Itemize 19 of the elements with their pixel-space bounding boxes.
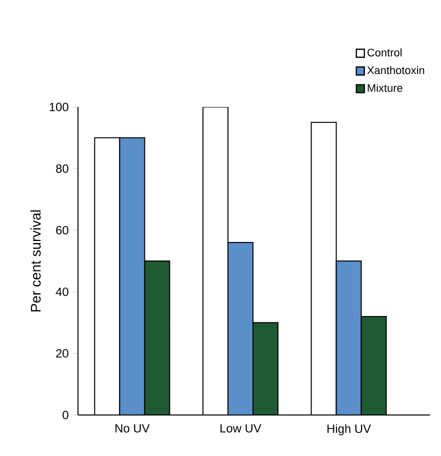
bar: [228, 242, 253, 415]
y-tick-label: 60: [56, 226, 68, 234]
y-tick-label: 40: [56, 288, 68, 296]
bar: [144, 261, 170, 415]
y-tick-label: 0: [62, 410, 68, 420]
y-axis-title: Per cent survival: [30, 210, 41, 312]
x-tick-label: No UV: [116, 424, 150, 433]
y-tick-label: 20: [56, 349, 68, 358]
y-tick-label: 100: [50, 102, 68, 112]
bar: [336, 260, 362, 415]
bar: [252, 322, 278, 415]
x-tick-label: High UV: [328, 424, 371, 436]
bar: [120, 138, 145, 415]
y-tick-label: 80: [56, 164, 68, 173]
bar: [360, 316, 387, 415]
legend-label: Xanthotoxin: [367, 66, 424, 74]
legend-label: Mixture: [368, 84, 402, 92]
legend-label: Control: [368, 48, 402, 56]
x-tick-label: Low UV: [220, 424, 262, 433]
